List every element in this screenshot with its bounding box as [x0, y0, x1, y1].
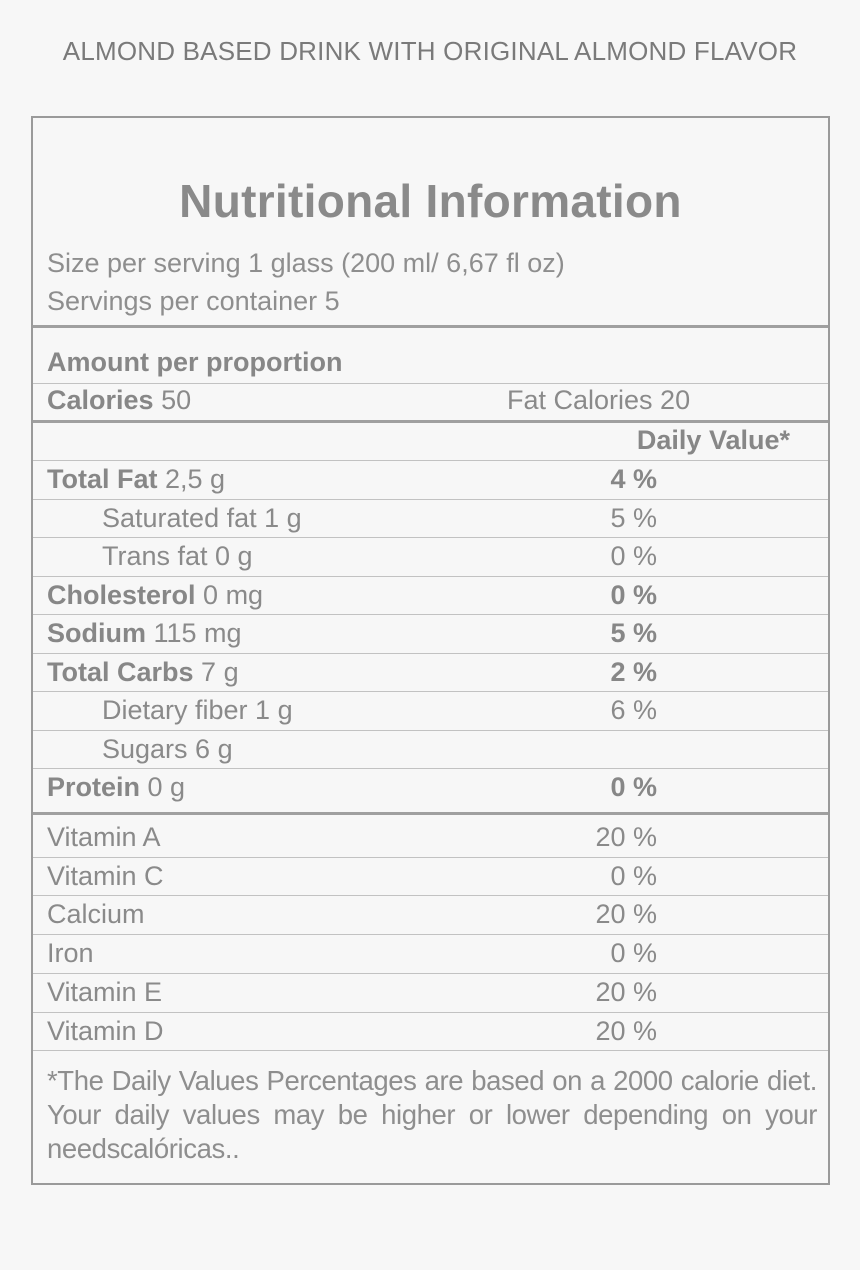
nutrient-daily-value: 0 %: [610, 541, 657, 571]
daily-value-header: Daily Value*: [636, 425, 790, 455]
divider: [33, 768, 828, 769]
nutrient-row: Sugars 6 g: [33, 730, 828, 768]
divider: [33, 934, 828, 936]
nutrient-label: Cholesterol 0 mg: [47, 576, 263, 614]
nutrient-row: Cholesterol 0 mg 0 %: [33, 576, 828, 614]
vitamin-row: Vitamin D 20 %: [33, 1012, 828, 1050]
calories-value: 50: [161, 385, 192, 415]
nutrient-daily-value: 6 %: [610, 695, 657, 725]
nutrient-daily-value: 5 %: [610, 502, 657, 533]
vitamin-label: Vitamin E: [47, 976, 163, 1007]
divider: [33, 652, 828, 654]
vitamin-daily-value: 20 %: [595, 899, 657, 930]
nutrient-daily-value: 4 %: [610, 464, 657, 494]
vitamin-label: Iron: [47, 938, 94, 969]
divider: [33, 325, 828, 328]
nutrient-name: Protein: [47, 772, 141, 802]
divider: [33, 729, 828, 731]
vitamin-row: Vitamin C 0 %: [33, 857, 828, 895]
divider: [33, 1050, 828, 1052]
amount-header: Amount per proportion: [47, 347, 343, 377]
divider: [33, 383, 828, 384]
nutrient-amount: 2,5 g: [165, 464, 226, 494]
vitamin-label: Vitamin C: [47, 860, 164, 891]
vitamin-row: Calcium 20 %: [33, 895, 828, 933]
divider: [33, 537, 828, 538]
nutrient-label: Saturated fat 1 g: [102, 502, 302, 533]
vitamin-label: Vitamin D: [47, 1015, 164, 1046]
nutrient-daily-value: 0 %: [610, 772, 657, 802]
divider: [33, 614, 828, 615]
nutrient-label: Sodium 115 mg: [47, 614, 242, 652]
nutrient-label: Protein 0 g: [47, 768, 185, 806]
nutrient-daily-value: 2 %: [610, 656, 657, 687]
nutrient-amount: 0 g: [147, 772, 186, 802]
vitamin-daily-value: 20 %: [595, 822, 657, 852]
divider: [33, 895, 828, 897]
nutrient-amount: 7 g: [201, 656, 239, 687]
nutrient-row: Sodium 115 mg 5 %: [33, 614, 828, 652]
divider: [33, 498, 828, 500]
panel-title: Nutritional Information: [179, 175, 682, 227]
calories-label: Calories: [47, 385, 154, 415]
divider: [33, 972, 828, 974]
nutrition-panel: Nutritional Information Size per serving…: [31, 116, 830, 1185]
divider: [33, 812, 828, 815]
vitamin-label: Calcium: [47, 899, 145, 930]
divider: [33, 691, 828, 692]
fat-calories: Fat Calories 20: [507, 385, 691, 415]
nutrient-daily-value: 0 %: [610, 579, 657, 610]
nutrient-row: Total Fat 2,5 g 4 %: [33, 460, 828, 498]
vitamin-daily-value: 20 %: [595, 976, 657, 1007]
nutrient-name: Cholesterol: [47, 579, 196, 610]
nutrient-row: Protein 0 g 0 %: [33, 768, 828, 806]
nutrient-row: Trans fat 0 g 0 %: [33, 537, 828, 575]
nutrient-label: Sugars 6 g: [102, 733, 233, 764]
nutrient-row: Total Carbs 7 g 2 %: [33, 653, 828, 691]
vitamin-row: Iron 0 %: [33, 934, 828, 972]
vitamin-daily-value: 0 %: [610, 938, 657, 969]
servings-per-container: Servings per container 5: [47, 286, 340, 316]
divider: [33, 1011, 828, 1013]
product-title: ALMOND BASED DRINK WITH ORIGINAL ALMOND …: [62, 36, 798, 66]
nutrient-daily-value: 5 %: [610, 618, 657, 648]
calories-row: Calories 50 Fat Calories 20: [33, 381, 828, 419]
nutrient-label: Trans fat 0 g: [102, 541, 253, 571]
nutrient-label: Dietary fiber 1 g: [102, 695, 293, 725]
vitamin-daily-value: 0 %: [610, 860, 657, 891]
nutrient-name: Total Carbs: [47, 656, 194, 687]
divider: [33, 856, 828, 858]
vitamin-daily-value: 20 %: [595, 1015, 657, 1046]
nutrient-name: Total Fat: [47, 464, 158, 494]
amount-header-row: Amount per proportion: [33, 343, 828, 381]
divider: [33, 460, 828, 461]
nutrient-row: Saturated fat 1 g 5 %: [33, 499, 828, 537]
nutrient-name: Sodium: [47, 618, 146, 648]
divider: [33, 575, 828, 577]
footnote: *The Daily Values Percentages are based …: [47, 1065, 817, 1164]
nutrient-amount: 0 mg: [203, 579, 264, 610]
nutrient-label: Total Carbs 7 g: [47, 653, 239, 691]
nutrient-row: Dietary fiber 1 g 6 %: [33, 691, 828, 729]
vitamin-row: Vitamin E 20 %: [33, 973, 828, 1011]
vitamin-row: Vitamin A 20 %: [33, 818, 828, 856]
serving-size: Size per serving 1 glass (200 ml/ 6,67 f…: [47, 248, 565, 278]
nutrient-label: Total Fat 2,5 g: [47, 460, 225, 498]
nutrient-amount: 115 mg: [153, 618, 242, 648]
divider: [33, 420, 828, 423]
daily-value-header-row: Daily Value*: [33, 421, 828, 459]
vitamin-label: Vitamin A: [47, 822, 161, 852]
